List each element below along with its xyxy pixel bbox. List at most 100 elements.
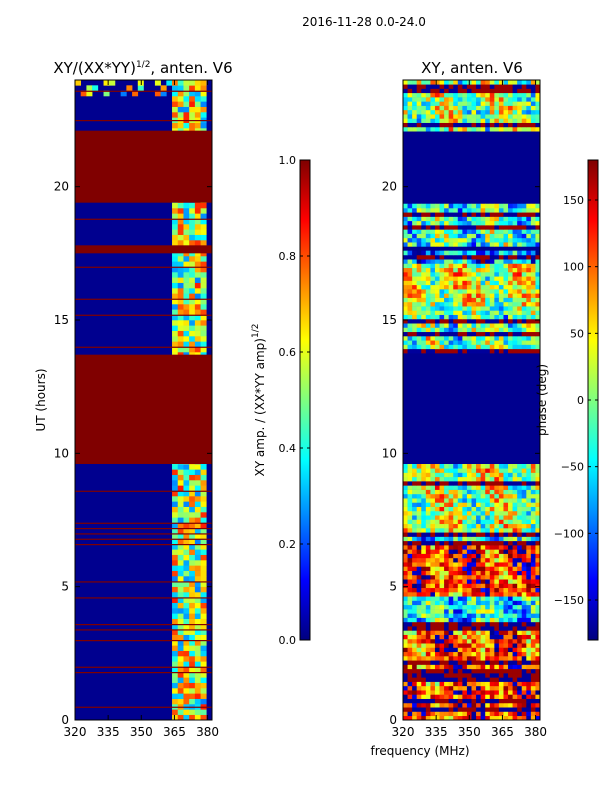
amplitude-panel-title: XY/(XX*YY)1/2, anten. V6	[53, 59, 232, 77]
heatmap-cell	[512, 523, 518, 529]
heatmap-cell	[439, 259, 445, 264]
heatmap-cell	[194, 240, 201, 246]
heatmap-cell	[439, 485, 445, 490]
heatmap-cell	[508, 545, 513, 550]
heatmap-cell	[183, 693, 190, 699]
heatmap-cell	[434, 318, 440, 324]
heatmap-cell	[448, 293, 454, 298]
heatmap-cell	[494, 579, 500, 584]
heatmap-cell	[494, 208, 500, 213]
heatmap-cell	[530, 698, 536, 704]
heatmap-cell	[200, 592, 207, 598]
heatmap-cell	[189, 688, 196, 694]
heatmap-cell	[412, 545, 417, 550]
heatmap-cell	[453, 604, 459, 610]
heatmap-cell	[453, 118, 459, 123]
heatmap-cell	[421, 553, 427, 559]
heatmap-cell	[183, 464, 190, 470]
heatmap-cell	[521, 126, 527, 132]
heatmap-cell	[535, 336, 541, 341]
heatmap-cell	[485, 323, 491, 328]
heatmap-cell	[453, 233, 459, 239]
heatmap-cell	[462, 528, 468, 533]
heatmap-cell	[172, 544, 179, 550]
heatmap-cell	[530, 340, 536, 345]
heatmap-cell	[453, 84, 459, 89]
heatmap-cell	[200, 240, 207, 246]
heatmap-cell	[480, 647, 486, 653]
heatmap-cell	[457, 515, 463, 520]
heatmap-cell	[471, 506, 477, 512]
heatmap-cell	[512, 92, 518, 98]
flag-line	[75, 528, 212, 530]
heatmap-cell	[177, 288, 184, 294]
heatmap-cell	[494, 272, 500, 277]
heatmap-cell	[489, 289, 495, 294]
heatmap-cell	[421, 570, 427, 576]
heatmap-cell	[183, 256, 190, 262]
heatmap-cell	[453, 259, 459, 264]
heatmap-cell	[498, 702, 504, 708]
heatmap-cell	[412, 638, 417, 644]
heatmap-cell	[407, 515, 413, 520]
heatmap-cell	[517, 532, 523, 537]
heatmap-cell	[172, 106, 179, 113]
heatmap-cell	[508, 638, 513, 644]
heatmap-cell	[508, 88, 513, 94]
heatmap-cell	[489, 481, 495, 486]
heatmap-cell	[494, 250, 500, 256]
phase-heatmap	[403, 80, 541, 721]
heatmap-cell	[512, 336, 518, 341]
heatmap-cell	[439, 668, 445, 674]
heatmap-cell	[521, 668, 527, 674]
heatmap-cell	[448, 237, 454, 243]
heatmap-cell	[407, 122, 413, 128]
heatmap-cell	[494, 545, 500, 550]
heatmap-cell	[434, 630, 440, 635]
heatmap-cell	[476, 570, 481, 576]
heatmap-cell	[485, 562, 491, 567]
heatmap-cell	[530, 702, 536, 708]
heatmap-cell	[453, 579, 459, 584]
heatmap-cell	[498, 323, 504, 328]
heatmap-cell	[521, 485, 527, 490]
heatmap-cell	[200, 629, 207, 635]
heatmap-cell	[476, 472, 481, 478]
heatmap-cell	[489, 203, 495, 209]
heatmap-cell	[416, 344, 422, 350]
heatmap-cell	[434, 220, 440, 226]
heatmap-cell	[498, 208, 504, 213]
heatmap-cell	[512, 673, 518, 678]
heatmap-cell	[530, 583, 536, 589]
heatmap-cell	[471, 698, 477, 704]
heatmap-cell	[407, 587, 413, 593]
heatmap-cell	[453, 502, 459, 507]
heatmap-cell	[421, 502, 427, 507]
heatmap-cell	[416, 715, 422, 721]
heatmap-cell	[453, 557, 459, 563]
heatmap-cell	[530, 208, 536, 213]
heatmap-cell	[485, 626, 491, 631]
heatmap-cell	[200, 330, 207, 337]
heatmap-cell	[462, 233, 468, 239]
heatmap-cell	[512, 613, 518, 618]
heatmap-cell	[453, 570, 459, 576]
heatmap-cell	[466, 233, 472, 239]
heatmap-cell	[194, 634, 201, 641]
heatmap-cell	[498, 685, 504, 691]
heatmap-cell	[444, 348, 449, 354]
heatmap-cell	[453, 528, 459, 533]
heatmap-cell	[517, 280, 523, 286]
heatmap-cell	[434, 92, 440, 98]
heatmap-cell	[530, 331, 536, 337]
heatmap-cell	[183, 613, 190, 619]
heatmap-cell	[503, 579, 509, 584]
heatmap-cell	[183, 512, 190, 518]
heatmap-cell	[535, 587, 541, 593]
heatmap-cell	[480, 92, 486, 98]
heatmap-cell	[521, 677, 527, 682]
heatmap-cell	[471, 88, 477, 94]
heatmap-cell	[439, 553, 445, 559]
heatmap-cell	[521, 656, 527, 661]
